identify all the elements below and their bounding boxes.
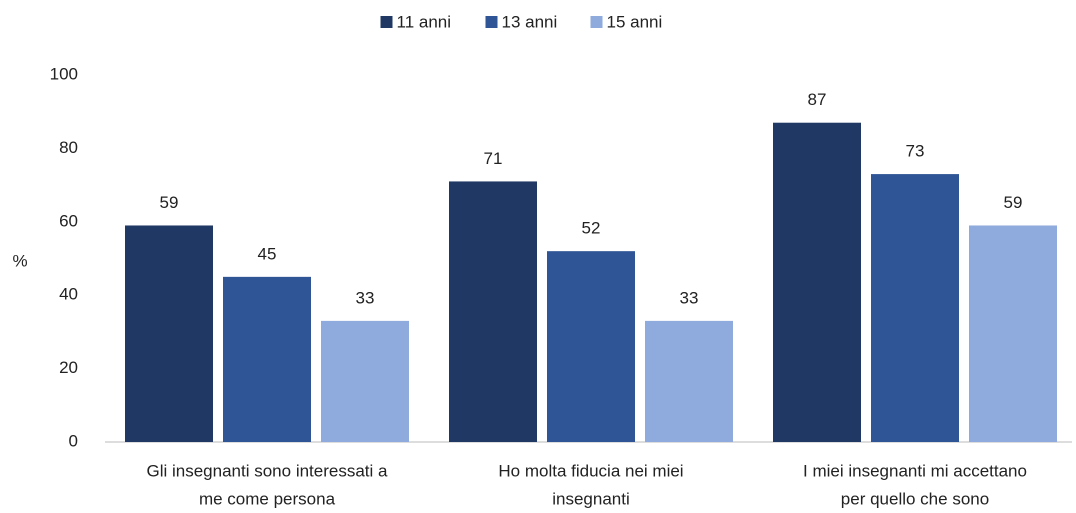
data-label: 33: [356, 288, 375, 307]
legend-label: 13 anni: [502, 12, 558, 31]
y-axis-label: %: [12, 251, 27, 270]
x-tick-label: I miei insegnanti mi accettano: [803, 461, 1027, 480]
x-tick-label: insegnanti: [552, 489, 630, 508]
data-label: 59: [1004, 193, 1023, 212]
bar: [969, 225, 1057, 442]
y-tick-label: 80: [59, 138, 78, 157]
x-tick-label: Ho molta fiducia nei miei: [498, 461, 683, 480]
legend-swatch: [485, 16, 498, 28]
bar: [321, 320, 409, 442]
y-tick-label: 60: [59, 211, 78, 230]
legend-label: 11 anni: [397, 12, 452, 31]
data-label: 87: [808, 90, 827, 109]
legend-swatch: [380, 16, 393, 28]
x-tick-label: per quello che sono: [841, 489, 989, 508]
x-tick-label: me come persona: [199, 489, 336, 508]
data-label: 52: [582, 219, 601, 238]
y-tick-label: 0: [69, 431, 78, 450]
x-tick-label: Gli insegnanti sono interessati a: [147, 461, 389, 480]
data-label: 71: [484, 149, 503, 168]
y-tick-label: 40: [59, 285, 78, 304]
data-label: 33: [680, 288, 699, 307]
data-label: 73: [906, 142, 925, 161]
bar: [645, 320, 733, 442]
legend-swatch: [590, 16, 603, 28]
bar: [773, 122, 861, 443]
bar: [223, 276, 311, 442]
bar: [449, 181, 537, 442]
y-tick-label: 100: [50, 64, 78, 83]
data-label: 59: [160, 193, 179, 212]
legend-label: 15 anni: [607, 12, 663, 31]
y-tick-label: 20: [59, 358, 78, 377]
bar: [547, 251, 635, 442]
data-label: 45: [258, 244, 277, 263]
bar: [125, 225, 213, 442]
bar: [871, 174, 959, 442]
